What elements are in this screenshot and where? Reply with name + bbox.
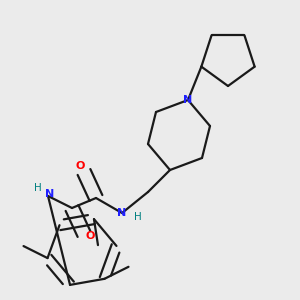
Text: O: O	[75, 161, 85, 171]
Text: H: H	[134, 212, 142, 222]
Text: O: O	[85, 231, 95, 241]
Text: H: H	[34, 183, 42, 193]
Text: N: N	[45, 189, 55, 199]
Text: N: N	[117, 208, 127, 218]
Text: N: N	[183, 95, 193, 105]
